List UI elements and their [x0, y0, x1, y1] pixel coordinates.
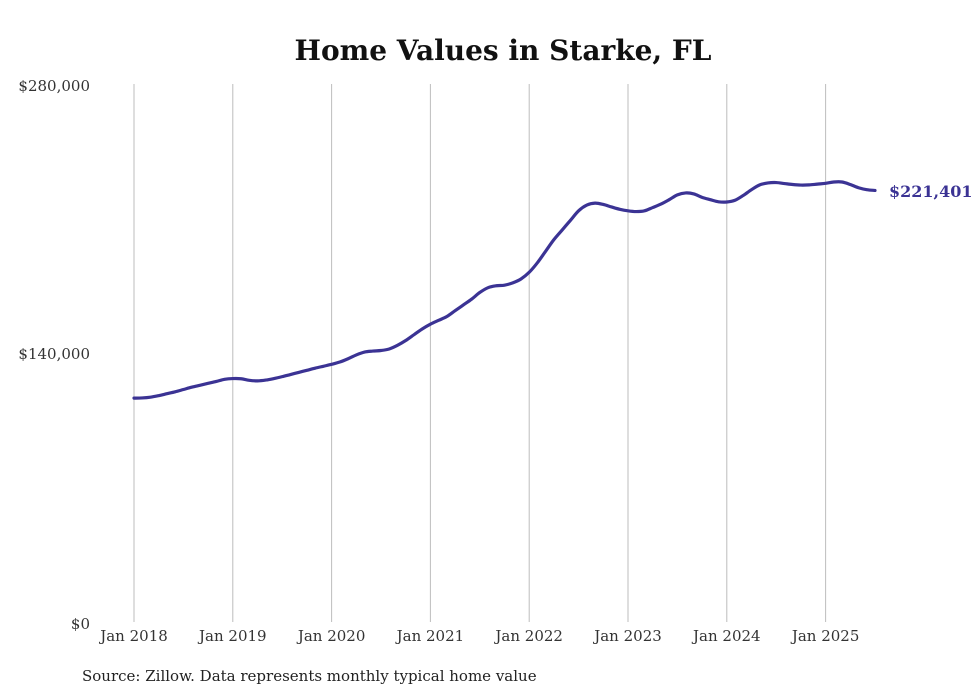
- x-tick-label: Jan 2023: [592, 627, 662, 645]
- end-value-label: $221,401: [889, 182, 973, 201]
- y-tick-label: $140,000: [18, 345, 90, 363]
- x-tick-label: Jan 2024: [691, 627, 761, 645]
- chart-title: Home Values in Starke, FL: [294, 34, 711, 67]
- x-tick-label: Jan 2020: [296, 627, 366, 645]
- y-axis: $280,000 $140,000 $0: [18, 77, 90, 633]
- x-tick-label: Jan 2025: [790, 627, 860, 645]
- series-line-home-value: [132, 180, 877, 400]
- vertical-gridlines: [133, 84, 827, 622]
- x-tick-label: Jan 2022: [493, 627, 563, 645]
- y-tick-label: $0: [71, 615, 90, 633]
- x-tick-label: Jan 2019: [197, 627, 267, 645]
- x-tick-label: Jan 2018: [98, 627, 168, 645]
- y-tick-label: $280,000: [18, 77, 90, 95]
- x-axis: Jan 2018 Jan 2019 Jan 2020 Jan 2021 Jan 2022…: [98, 627, 859, 645]
- x-tick-label: Jan 2021: [395, 627, 465, 645]
- source-note: Source: Zillow. Data represents monthly …: [82, 667, 537, 685]
